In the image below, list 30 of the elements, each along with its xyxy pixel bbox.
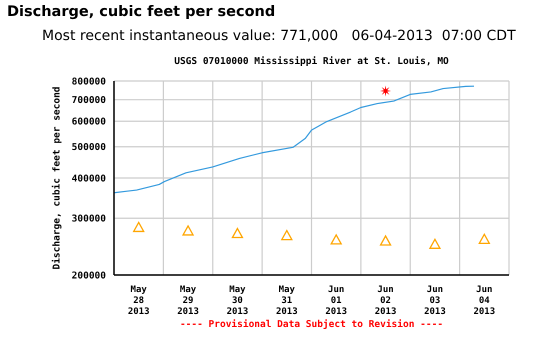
point	[281, 230, 292, 240]
x-tick-label: May 29 2013	[177, 285, 199, 317]
y-tick-label: 300000	[72, 214, 106, 225]
text: USGS 07010000 Mississippi River at St. Louis, MO	[173, 56, 450, 67]
x-tick-label: May 31 2013	[276, 285, 298, 317]
y-tick-label: 700000	[72, 95, 106, 106]
point	[232, 228, 244, 238]
y-tick-label: 500000	[72, 142, 106, 154]
y-tick-label: 400000	[72, 173, 106, 184]
y-tick-label: 800000	[72, 76, 106, 88]
x-tick-label: Jun 04 2013	[473, 285, 496, 317]
x-tick-label: Jun 01 2013	[325, 285, 348, 317]
point	[182, 225, 194, 236]
y-tick-label: 200000	[72, 270, 106, 282]
y-axis-title: Discharge, cubic feet per second	[51, 86, 62, 270]
x-tick-label: May 30 2013	[226, 285, 248, 317]
chart-subtitle: Most recent instantaneous value: 771,000 06-04-2013 07:00 CDT	[42, 28, 516, 44]
x-tick-label: Jun 03 2013	[424, 285, 446, 317]
y-tick-label: 600000	[72, 116, 106, 128]
point	[133, 222, 144, 232]
chart-title: Discharge, cubic feet per second	[7, 4, 276, 20]
point	[380, 85, 392, 96]
x-tick-label: Jun 02 2013	[374, 285, 396, 317]
point	[478, 234, 490, 244]
point	[330, 234, 342, 245]
point	[429, 238, 441, 249]
text: ---- Provisional Data Subject to Revision ----	[178, 319, 444, 330]
line-series	[114, 86, 475, 194]
x-tick-label: May 28 2013	[128, 285, 150, 317]
point	[380, 235, 392, 246]
